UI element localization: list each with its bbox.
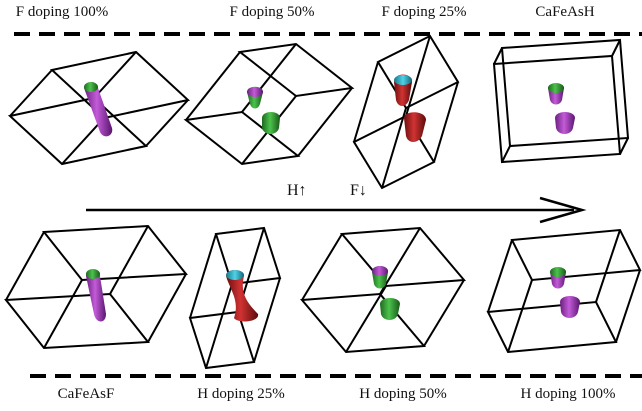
brillouin-zone-h-doping-25 <box>188 226 282 370</box>
doping-arrow <box>86 196 587 224</box>
label-h-doping-25: H doping 25% <box>197 386 285 402</box>
label-h-up: H↑ <box>287 182 307 199</box>
label-f-doping-50: F doping 50% <box>229 4 315 20</box>
label-cafeash: CaFeAsH <box>535 4 595 20</box>
brillouin-zone-h-doping-100 <box>486 228 642 354</box>
label-f-doping-25: F doping 25% <box>381 4 467 20</box>
label-f-down: F↓ <box>350 182 367 199</box>
brillouin-zone-cafeash <box>492 38 630 164</box>
brillouin-zone-h-doping-50 <box>299 226 467 354</box>
fermi-pocket-purple-f100 <box>84 82 113 137</box>
fermi-pocket-cafeash <box>548 83 575 134</box>
fermi-pocket-h50 <box>372 266 400 320</box>
fermi-pocket-h100 <box>550 267 580 318</box>
fermi-pocket-f50 <box>247 86 280 134</box>
brillouin-zone-f-doping-100 <box>7 50 191 166</box>
label-f-doping-100: F doping 100% <box>15 4 109 20</box>
label-h-doping-100: H doping 100% <box>520 386 616 402</box>
brillouin-zone-f-doping-50 <box>183 42 355 166</box>
fermi-pocket-f25 <box>394 74 426 142</box>
fermi-pocket-red-h25 <box>226 270 259 322</box>
label-cafeasf: CaFeAsF <box>57 386 115 402</box>
brillouin-zone-f-doping-25 <box>352 34 460 190</box>
brillouin-zone-cafeasf <box>4 224 188 350</box>
label-h-doping-50: H doping 50% <box>359 386 447 402</box>
fermi-pocket-purple-cafeasf <box>86 269 106 322</box>
